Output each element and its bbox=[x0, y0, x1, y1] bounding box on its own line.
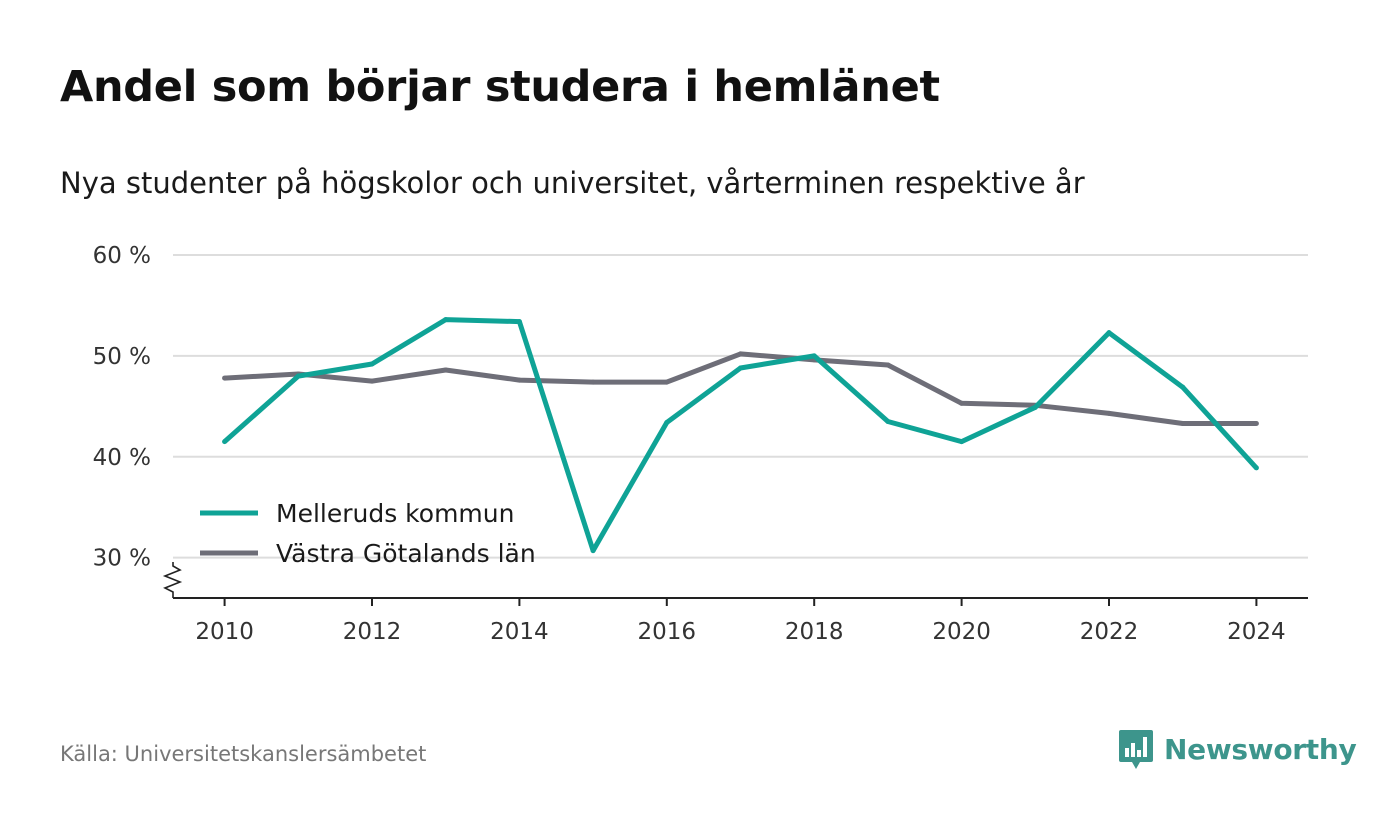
x-tick-label: 2024 bbox=[1227, 619, 1286, 645]
data-point bbox=[295, 373, 301, 379]
line-chart: 30 % 40 % 50 % 60 % 2010 2012 2014 2016 2018 2020… bbox=[93, 243, 1308, 645]
brand-name: Newsworthy bbox=[1164, 732, 1357, 766]
legend-label: Västra Götalands län bbox=[276, 539, 536, 568]
x-tick-label: 2018 bbox=[785, 619, 844, 645]
y-tick-label: 50 % bbox=[93, 344, 151, 370]
x-tick-label: 2012 bbox=[343, 619, 402, 645]
data-point bbox=[1106, 410, 1112, 416]
data-point bbox=[738, 351, 743, 357]
bar-chart-speech-bubble-icon bbox=[1119, 730, 1153, 769]
data-point bbox=[590, 379, 596, 385]
data-point bbox=[369, 361, 375, 367]
data-point bbox=[885, 418, 891, 424]
data-point bbox=[516, 377, 522, 383]
data-point bbox=[1032, 404, 1038, 410]
y-tick-label: 30 % bbox=[93, 546, 151, 572]
series-line-vastra-gotalands-lan bbox=[224, 351, 1257, 426]
data-point bbox=[369, 378, 375, 384]
data-point bbox=[222, 439, 228, 445]
y-tick-label: 40 % bbox=[93, 445, 151, 471]
x-tick-label: 2022 bbox=[1080, 619, 1139, 645]
data-point bbox=[1180, 384, 1186, 390]
data-point bbox=[1106, 330, 1112, 336]
data-point bbox=[516, 319, 522, 325]
data-point bbox=[738, 365, 743, 371]
chart-subtitle: Nya studenter på högskolor och universit… bbox=[60, 166, 1085, 200]
legend-label: Melleruds kommun bbox=[276, 499, 514, 528]
data-point bbox=[590, 548, 596, 554]
data-point bbox=[1253, 420, 1259, 426]
data-point bbox=[959, 439, 965, 445]
series-lines bbox=[222, 317, 1259, 554]
data-point bbox=[1253, 465, 1259, 471]
data-point bbox=[222, 375, 228, 381]
x-tick-label: 2010 bbox=[195, 619, 254, 645]
data-point bbox=[959, 400, 965, 406]
data-point bbox=[664, 419, 670, 425]
data-point bbox=[443, 317, 449, 323]
data-point bbox=[885, 362, 891, 368]
y-tick-label: 60 % bbox=[93, 243, 151, 269]
data-point bbox=[664, 379, 670, 385]
axes: 30 % 40 % 50 % 60 % 2010 2012 2014 2016 2018 2020… bbox=[93, 243, 1308, 645]
source-note: Källa: Universitetskanslersämbetet bbox=[60, 742, 427, 766]
data-point bbox=[443, 367, 449, 373]
legend: Melleruds kommun Västra Götalands län bbox=[200, 499, 536, 568]
x-tick-label: 2020 bbox=[932, 619, 991, 645]
x-tick-label: 2016 bbox=[638, 619, 697, 645]
x-tick-label: 2014 bbox=[490, 619, 549, 645]
data-point bbox=[1180, 420, 1186, 426]
brand-logo: Newsworthy bbox=[1118, 728, 1357, 770]
y-axis-break bbox=[162, 562, 183, 598]
chart-title: Andel som börjar studera i hemlänet bbox=[60, 62, 940, 112]
data-point bbox=[811, 353, 817, 359]
